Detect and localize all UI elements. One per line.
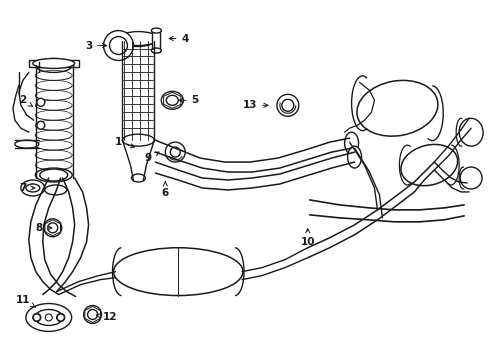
Ellipse shape xyxy=(57,314,64,321)
Ellipse shape xyxy=(122,35,154,46)
Ellipse shape xyxy=(344,132,358,154)
Text: 2: 2 xyxy=(19,95,32,106)
Text: 12: 12 xyxy=(96,312,118,323)
Ellipse shape xyxy=(166,95,178,105)
Ellipse shape xyxy=(15,140,39,148)
Text: 11: 11 xyxy=(16,294,35,307)
Ellipse shape xyxy=(400,144,457,186)
Ellipse shape xyxy=(113,248,243,296)
Ellipse shape xyxy=(170,147,180,157)
Text: 4: 4 xyxy=(169,33,188,44)
Ellipse shape xyxy=(35,310,62,325)
Ellipse shape xyxy=(26,303,72,332)
Ellipse shape xyxy=(161,91,183,109)
Text: 5: 5 xyxy=(179,95,199,105)
Ellipse shape xyxy=(83,306,102,323)
Text: 13: 13 xyxy=(242,100,267,110)
Ellipse shape xyxy=(103,31,133,60)
Ellipse shape xyxy=(118,32,158,45)
Ellipse shape xyxy=(35,58,72,72)
Ellipse shape xyxy=(40,169,67,181)
Ellipse shape xyxy=(109,37,127,54)
Ellipse shape xyxy=(48,223,58,233)
Ellipse shape xyxy=(281,99,293,111)
Ellipse shape xyxy=(57,314,64,321)
Ellipse shape xyxy=(347,146,361,168)
Ellipse shape xyxy=(21,180,45,196)
Ellipse shape xyxy=(356,80,437,136)
Ellipse shape xyxy=(151,48,161,53)
Ellipse shape xyxy=(33,58,75,68)
Ellipse shape xyxy=(459,167,481,189)
Text: 7: 7 xyxy=(19,183,35,193)
Text: 10: 10 xyxy=(300,229,314,247)
Polygon shape xyxy=(29,60,79,67)
Ellipse shape xyxy=(276,94,298,116)
Ellipse shape xyxy=(122,134,154,146)
Ellipse shape xyxy=(37,121,45,129)
Ellipse shape xyxy=(165,142,185,162)
Ellipse shape xyxy=(35,168,72,182)
Text: 8: 8 xyxy=(35,223,52,233)
Text: 9: 9 xyxy=(144,152,159,163)
Ellipse shape xyxy=(33,314,40,321)
Ellipse shape xyxy=(37,98,45,106)
Ellipse shape xyxy=(26,184,40,192)
Ellipse shape xyxy=(45,185,66,195)
Text: 1: 1 xyxy=(115,137,134,148)
Text: 3: 3 xyxy=(85,41,106,50)
Polygon shape xyxy=(152,28,160,53)
Ellipse shape xyxy=(45,314,52,321)
Ellipse shape xyxy=(151,28,161,33)
Ellipse shape xyxy=(44,219,61,237)
Text: 6: 6 xyxy=(162,182,168,198)
Ellipse shape xyxy=(458,118,482,146)
Polygon shape xyxy=(118,36,158,42)
Ellipse shape xyxy=(131,174,145,182)
Ellipse shape xyxy=(87,310,98,319)
Ellipse shape xyxy=(33,314,41,321)
